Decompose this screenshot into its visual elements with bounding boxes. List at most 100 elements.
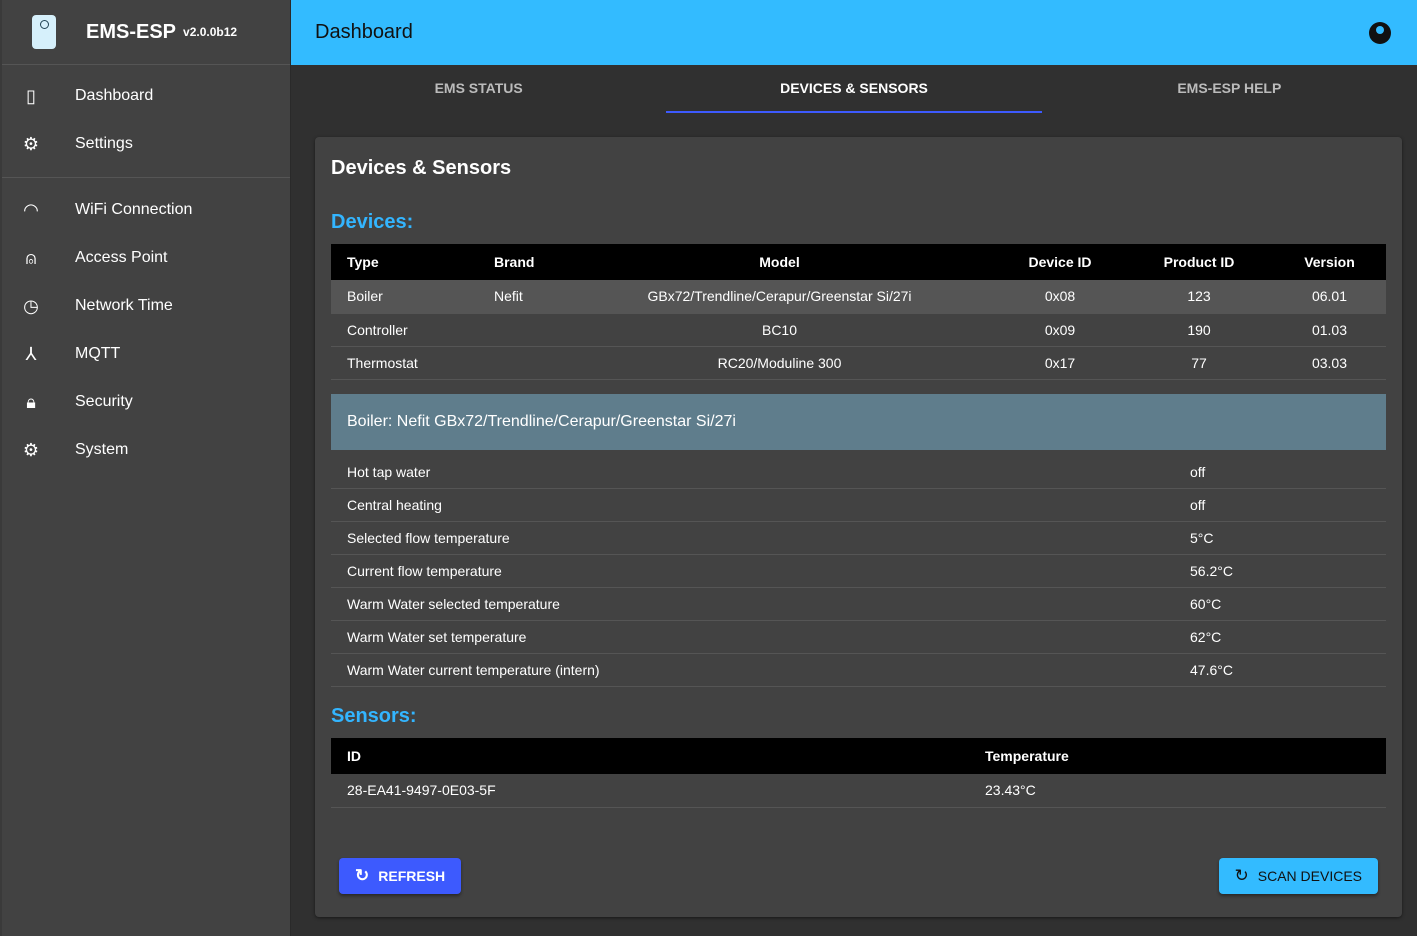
scan-label: SCAN DEVICES [1257, 868, 1362, 884]
column-header: Model [564, 244, 995, 280]
app-bar: Dashboard [291, 0, 1417, 65]
devices-card: Devices & Sensors Devices: Type Brand Mo… [315, 137, 1402, 917]
tab-ems-esp-help[interactable]: EMS-ESP HELP [1177, 80, 1282, 96]
clock-icon: ◷ [23, 295, 39, 316]
gear-icon: ⚙ [22, 133, 40, 154]
cell: 5°C [1190, 521, 1386, 555]
table-row[interactable]: Thermostat RC20/Moduline 300 0x17 77 03.03 [331, 346, 1386, 380]
tab-ems-status[interactable]: EMS STATUS [434, 80, 523, 96]
cell: Controller [331, 313, 494, 347]
cell [494, 346, 564, 380]
cell: 62°C [1190, 620, 1386, 654]
sidebar-item-label: Access Point [75, 249, 168, 266]
cell: 06.01 [1273, 280, 1386, 314]
sidebar-item-system[interactable]: ⚙ System [2, 426, 290, 474]
devices-table: Type Brand Model Device ID Product ID Ve… [331, 244, 1386, 380]
table-row: Hot tap water off [331, 455, 1386, 489]
cell: 123 [1125, 280, 1273, 314]
cell: Warm Water selected temperature [331, 587, 1190, 621]
sensors-table: ID Temperature 28-EA41-9497-0E03-5F 23.43°… [331, 738, 1386, 808]
sidebar-item-wifi[interactable]: ◠ WiFi Connection [2, 186, 290, 234]
sidebar-item-label: System [75, 441, 129, 458]
tab-bar: EMS STATUS DEVICES & SENSORS EMS-ESP HEL… [291, 65, 1417, 113]
cell: Central heating [331, 488, 1190, 522]
brand: EMS-ESP v2.0.0b12 [2, 0, 290, 65]
app-logo [32, 15, 56, 49]
column-header: Product ID [1125, 244, 1273, 280]
table-row: Selected flow temperature 5°C [331, 521, 1386, 555]
cell: 03.03 [1273, 346, 1386, 380]
sensors-heading: Sensors: [331, 705, 417, 727]
account-icon[interactable] [1369, 21, 1391, 44]
table-row: Central heating off [331, 488, 1386, 522]
sidebar-item-label: WiFi Connection [75, 201, 193, 218]
scan-devices-button[interactable]: ↻ SCAN DEVICES [1218, 858, 1378, 894]
cell: off [1190, 488, 1386, 522]
devices-heading: Devices: [331, 211, 414, 233]
app-name: EMS-ESP [86, 20, 177, 43]
cell: 0x17 [995, 346, 1125, 380]
table-row: Current flow temperature 56.2°C [331, 554, 1386, 588]
table-row[interactable]: Boiler Nefit GBx72/Trendline/Cerapur/Green… [331, 280, 1386, 314]
cell: off [1190, 455, 1386, 489]
sidebar-item-network-time[interactable]: ◷ Network Time [2, 282, 290, 330]
cell: Warm Water current temperature (intern) [331, 653, 1190, 687]
cell: 0x08 [995, 280, 1125, 314]
sidebar-item-label: Security [75, 393, 133, 410]
column-header: Temperature [985, 738, 1386, 774]
table-header: Type Brand Model Device ID Product ID Ve… [331, 244, 1386, 280]
refresh-label: REFRESH [378, 868, 446, 884]
sidebar-item-label: Network Time [75, 297, 173, 314]
cell: Boiler [331, 280, 494, 314]
table-row[interactable]: Controller BC10 0x09 190 01.03 [331, 313, 1386, 347]
cell: 01.03 [1273, 313, 1386, 347]
cell: Selected flow temperature [331, 521, 1190, 555]
cell: 190 [1125, 313, 1273, 347]
table-header: ID Temperature [331, 738, 1386, 774]
table-row: Warm Water current temperature (intern) 4… [331, 653, 1386, 687]
sidebar-item-label: MQTT [75, 345, 121, 362]
device-data-table: Hot tap water off Central heating off Sele… [331, 455, 1386, 687]
app-version: v2.0.0b12 [183, 25, 238, 39]
cell: 28-EA41-9497-0E03-5F [331, 774, 985, 808]
cell: 47.6°C [1190, 653, 1386, 687]
cell: BC10 [564, 313, 995, 347]
remote-icon: ▯ [26, 85, 36, 106]
card-title: Devices & Sensors [331, 157, 512, 179]
refresh-button[interactable]: ↻ REFRESH [339, 858, 462, 894]
hub-icon: ⅄ [25, 343, 37, 364]
sidebar-item-settings[interactable]: ⚙ Settings [2, 120, 290, 168]
table-row: 28-EA41-9497-0E03-5F 23.43°C [331, 774, 1386, 808]
column-header: ID [331, 738, 985, 774]
cell: Warm Water set temperature [331, 620, 1190, 654]
sidebar-item-security[interactable]: 🔒︎ Security [2, 378, 290, 426]
cell: 77 [1125, 346, 1273, 380]
sidebar-item-label: Settings [75, 135, 133, 152]
refresh-icon: ↻ [355, 866, 370, 885]
divider [2, 177, 290, 178]
cell: Thermostat [331, 346, 494, 380]
cell: RC20/Moduline 300 [564, 346, 995, 380]
cell: 0x09 [995, 313, 1125, 347]
table-row: Warm Water set temperature 62°C [331, 620, 1386, 654]
tab-devices-sensors[interactable]: DEVICES & SENSORS [666, 65, 1042, 113]
cell [494, 313, 564, 347]
refresh-icon: ↻ [1234, 866, 1249, 885]
cell: Hot tap water [331, 455, 1190, 489]
column-header: Version [1273, 244, 1386, 280]
sidebar-item-access-point[interactable]: ⍝ Access Point [2, 234, 290, 282]
column-header: Brand [494, 244, 564, 280]
sidebar-item-dashboard[interactable]: ▯ Dashboard [2, 72, 290, 120]
table-row: Warm Water selected temperature 60°C [331, 587, 1386, 621]
cell: 23.43°C [985, 774, 1386, 808]
gear-icon: ⚙ [22, 439, 40, 460]
wifi-icon: ◠ [23, 199, 39, 220]
selected-device-title: Boiler: Nefit GBx72/Trendline/Cerapur/Gr… [331, 393, 1386, 450]
column-header: Device ID [995, 244, 1125, 280]
cell: 60°C [1190, 587, 1386, 621]
sidebar-item-mqtt[interactable]: ⅄ MQTT [2, 330, 290, 378]
lock-icon: 🔒︎ [26, 391, 36, 412]
antenna-icon: ⍝ [25, 247, 37, 268]
cell: Current flow temperature [331, 554, 1190, 588]
page-title: Dashboard [315, 21, 413, 43]
